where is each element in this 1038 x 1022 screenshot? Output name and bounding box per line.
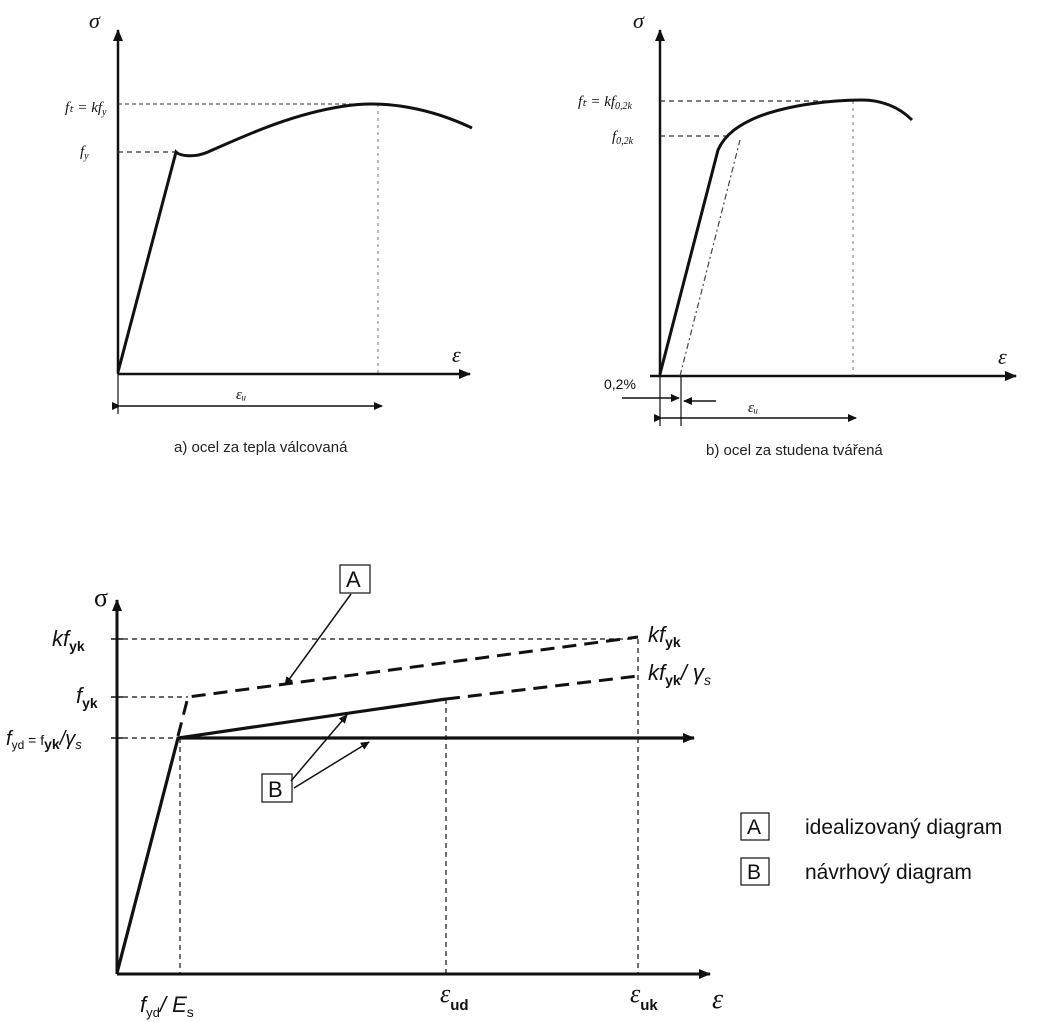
main-y-axis-label: σ (94, 583, 108, 612)
diagram-b-label-f02: f0,2k (612, 129, 634, 147)
diagram-a-y-axis-label: σ (89, 8, 101, 33)
diagram-b-label-eu: εᵤ (748, 400, 758, 416)
diagram-b-x-axis-label: ε (998, 344, 1007, 369)
main-label-fyd-es: fyd/ Es (140, 992, 194, 1020)
legend-item-b: B návrhový diagram (740, 857, 972, 886)
diagram-b-offset-line (679, 139, 741, 377)
main-callout-a-box (339, 564, 371, 594)
main-callout-a-arrow (284, 593, 352, 686)
legend-key-b: B (747, 861, 761, 884)
main-label-euk: εuk (630, 979, 658, 1014)
main-curve-design-dashed (445, 674, 639, 701)
diagram-a-label-ft: fₜ = kfy (65, 100, 107, 118)
main-label-end-kfyk-gs: kfyk/ γs (648, 660, 711, 688)
main-callout-b-arrow-2 (293, 741, 370, 789)
diagram-a-label-eu: εᵤ (236, 387, 246, 403)
main-callout-b-arrow-1 (290, 714, 348, 782)
main-label-fyd: fyd = fyk/γs (6, 728, 82, 752)
main-label-fyk: fyk (76, 683, 98, 711)
main-label-kfyk: kfyk (52, 626, 85, 654)
main-label-eud: εud (440, 979, 469, 1014)
diagram-a-label-fy: fy (80, 144, 89, 162)
diagram-b-label-offset: 0,2% (604, 376, 636, 392)
legend-key-b-box (740, 857, 770, 886)
diagram-b-stress-strain-curve (658, 98, 914, 375)
diagram-b-caption: b) ocel za studena tvářená (706, 442, 883, 459)
legend-text-a: idealizovaný diagram (805, 816, 1002, 839)
diagram-a-caption: a) ocel za tepla válcovaná (174, 439, 348, 456)
legend: A idealizovaný diagram B návrhový diagra… (740, 812, 1002, 886)
diagram-a: σ ε fₜ = kfy fy εᵤ a) ocel za tepla válc… (65, 8, 473, 456)
diagram-a-x-axis-label: ε (452, 342, 461, 367)
diagram-b-y-axis-label: σ (633, 8, 645, 33)
main-label-end-kfyk: kfyk (648, 622, 681, 650)
legend-text-b: návrhový diagram (805, 861, 972, 884)
legend-key-a: A (747, 816, 761, 839)
main-curve-design-b-inclined (115, 697, 447, 974)
diagram-main: σ ε A B kfyk fyk (6, 564, 723, 1020)
diagram-a-stress-strain-curve (116, 102, 473, 373)
main-curve-idealized-a (176, 635, 639, 737)
diagram-b: σ ε fₜ = kf0,2k f0,2k 0,2% εᵤ b) ocel za… (578, 8, 1017, 459)
main-callout-b-box (261, 773, 293, 803)
main-callout-a-label: A (346, 567, 361, 592)
legend-key-a-box (740, 812, 770, 841)
main-x-axis-label: ε (712, 984, 723, 1015)
diagram-b-label-ft: fₜ = kf0,2k (578, 94, 633, 112)
legend-item-a: A idealizovaný diagram (740, 812, 1002, 841)
main-callout-b-label: B (268, 777, 283, 802)
